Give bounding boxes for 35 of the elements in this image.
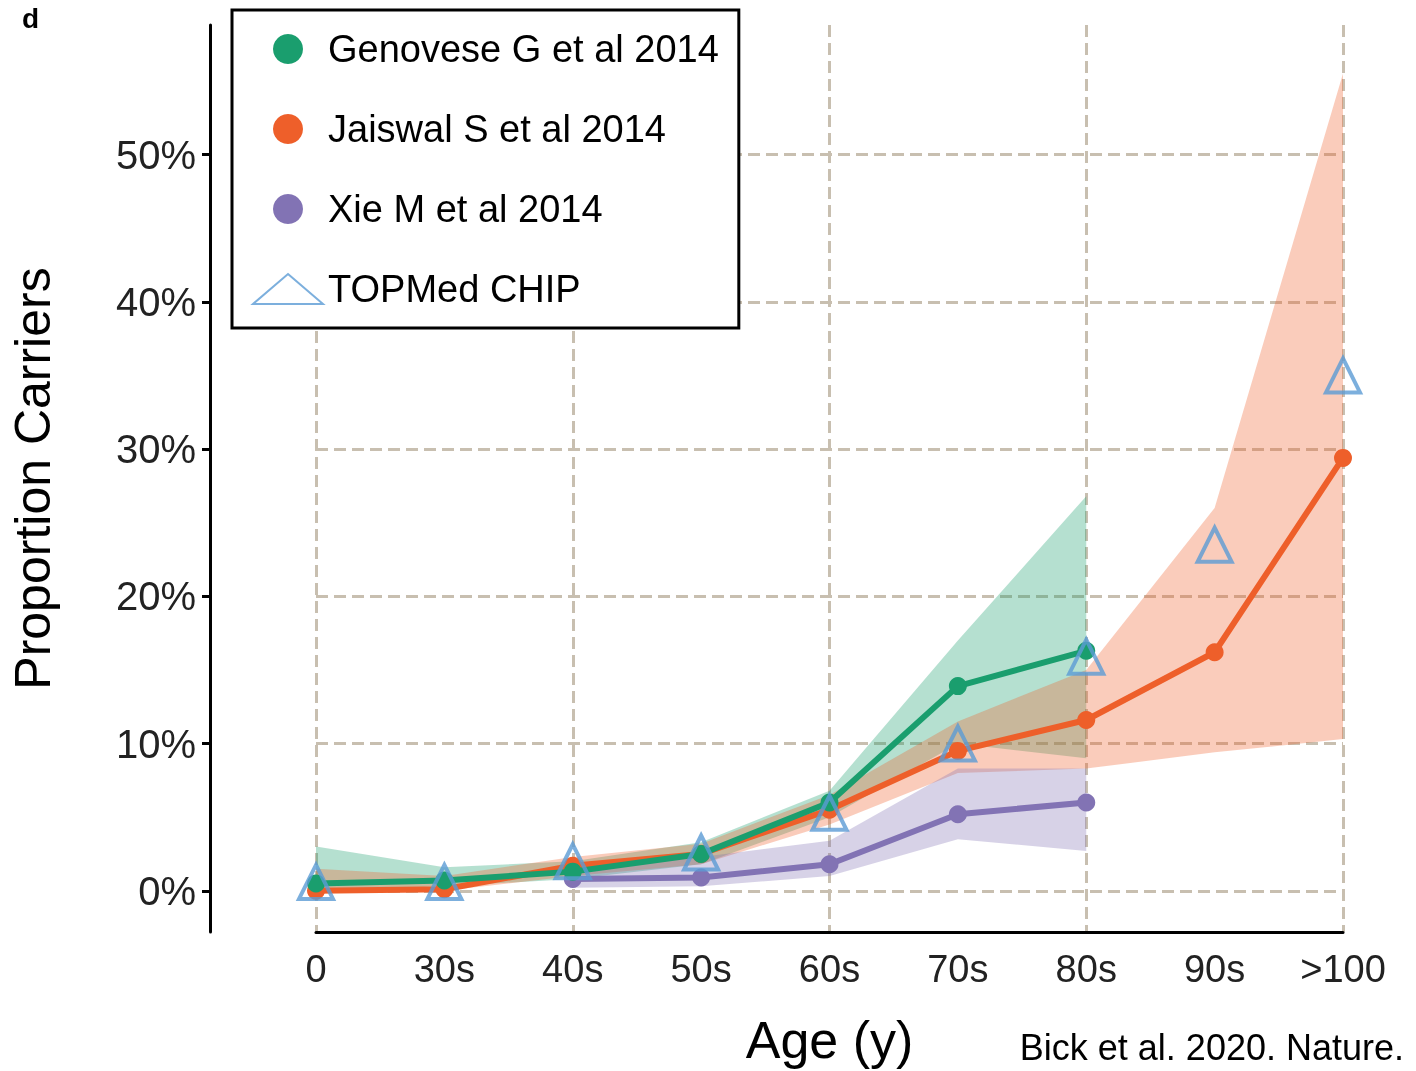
point [948, 677, 967, 696]
y-tick-label: 20% [115, 574, 196, 619]
x-tick-label: 60s [798, 948, 861, 990]
y-axis-title: Proportion Carriers [5, 267, 61, 690]
x-tick-label: 70s [927, 948, 989, 990]
y-tick-label: 0% [138, 868, 196, 913]
point [295, 860, 337, 901]
y-tick-label: 40% [115, 279, 196, 324]
point [1205, 643, 1224, 662]
x-tick-label: 30s [413, 948, 476, 990]
point [1077, 710, 1096, 729]
x-tick-label: >100 [1300, 948, 1386, 990]
point [1066, 635, 1107, 676]
legend-label: Xie M et al 2014 [328, 188, 603, 230]
legend-label: Genovese G et al 2014 [328, 28, 719, 70]
point [1334, 448, 1352, 467]
point [1194, 523, 1235, 564]
point [937, 722, 978, 763]
x-tick-label: 90s [1183, 948, 1246, 990]
y-tick-label: 30% [115, 427, 196, 472]
x-tick-label: 0 [305, 948, 327, 990]
x-axis-title: Age (y) [745, 1011, 914, 1069]
text: d [22, 2, 40, 34]
point [682, 833, 721, 872]
y-tick-label: 10% [115, 721, 196, 766]
y-tick-label: 50% [115, 132, 196, 177]
text: Bick et al. 2020. Nature. [1019, 1026, 1405, 1068]
legend-label: Jaiswal S et al 2014 [328, 108, 666, 150]
point [553, 842, 592, 881]
x-tick-label: 40s [542, 948, 604, 990]
legend-label: TOPMed CHIP [328, 268, 581, 310]
x-tick-label: 80s [1055, 948, 1117, 990]
point [424, 860, 465, 901]
x-tick-label: 50s [670, 948, 732, 990]
point [809, 791, 850, 832]
